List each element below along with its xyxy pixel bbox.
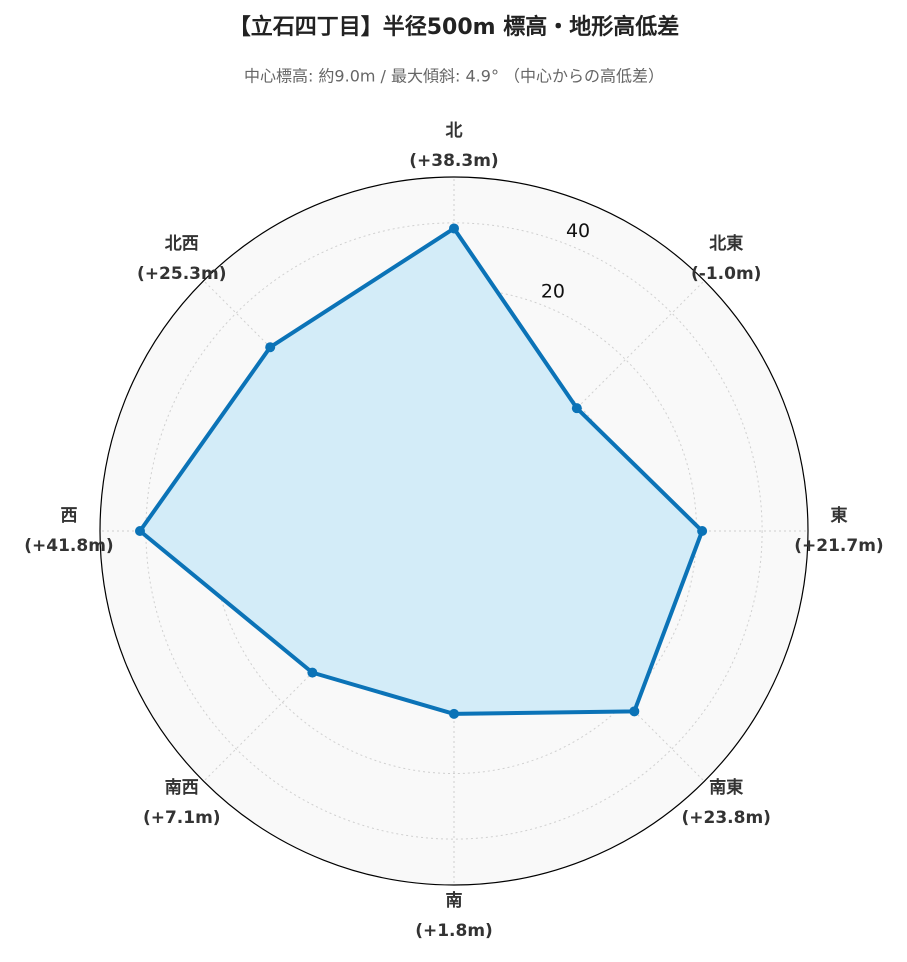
category-label: 南東 xyxy=(709,777,743,798)
value-label: (+21.7m) xyxy=(794,536,883,556)
data-point xyxy=(571,403,582,414)
value-label: (+23.8m) xyxy=(682,808,771,828)
category-label: 東 xyxy=(831,505,848,526)
data-point xyxy=(265,342,276,353)
category-label: 南西 xyxy=(165,777,199,798)
value-label: (+41.8m) xyxy=(24,536,113,556)
data-point xyxy=(697,526,708,536)
value-label: (-1.0m) xyxy=(691,264,761,284)
r-tick-label: 40 xyxy=(566,220,590,242)
outer-circle xyxy=(99,176,809,886)
data-point xyxy=(629,706,640,717)
category-label: 北 xyxy=(446,121,463,141)
value-label: (+38.3m) xyxy=(409,151,498,171)
data-point xyxy=(449,708,459,719)
value-label: (+1.8m) xyxy=(415,921,493,941)
grid-circle xyxy=(145,222,763,840)
chart-title: 【立石四丁目】半径500m 標高・地形高低差 xyxy=(229,14,680,40)
category-label: 北西 xyxy=(165,234,199,254)
category-label: 北東 xyxy=(709,233,743,254)
category-label: 西 xyxy=(61,506,78,526)
data-point xyxy=(134,526,145,536)
data-point xyxy=(449,223,459,234)
category-label: 南 xyxy=(446,890,463,911)
value-label: (+25.3m) xyxy=(137,264,226,284)
r-tick-label: 20 xyxy=(541,281,565,303)
value-label: (+7.1m) xyxy=(143,808,221,828)
chart-subtitle: 中心標高: 約9.0m / 最大傾斜: 4.9° （中心からの高低差） xyxy=(244,67,664,86)
data-point xyxy=(307,667,318,678)
